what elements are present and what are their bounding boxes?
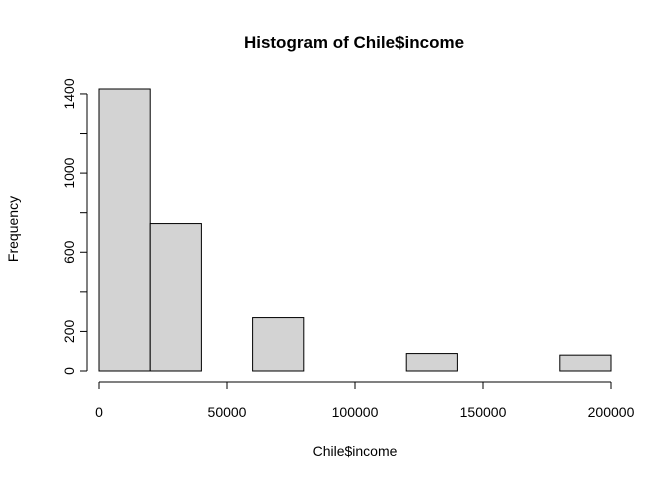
histogram-bar-0 [98, 88, 151, 372]
y-tick-label: 200 [61, 320, 77, 344]
x-tick-label: 50000 [208, 404, 247, 420]
y-axis: 0 200 600 1000 1400 [61, 78, 88, 375]
y-axis-label: Frequency [5, 196, 21, 262]
histogram-bar-9 [559, 354, 612, 372]
y-tick-label: 1000 [61, 157, 77, 188]
histogram-bar-6 [405, 353, 458, 372]
y-tick-label: 1400 [61, 78, 77, 109]
chart-title: Histogram of Chile$income [244, 33, 464, 52]
x-axis: 0 50000 100000 150000 200000 [95, 381, 635, 420]
x-tick-label: 100000 [332, 404, 379, 420]
histogram-bars [98, 88, 612, 372]
y-tick-label: 0 [61, 367, 77, 375]
x-axis-label: Chile$income [313, 443, 398, 459]
y-tick-label: 600 [61, 240, 77, 264]
x-tick-label: 150000 [460, 404, 507, 420]
x-tick-label: 200000 [588, 404, 635, 420]
histogram-bar-1 [149, 223, 202, 372]
histogram-bar-3 [252, 317, 305, 372]
x-tick-label: 0 [95, 404, 103, 420]
